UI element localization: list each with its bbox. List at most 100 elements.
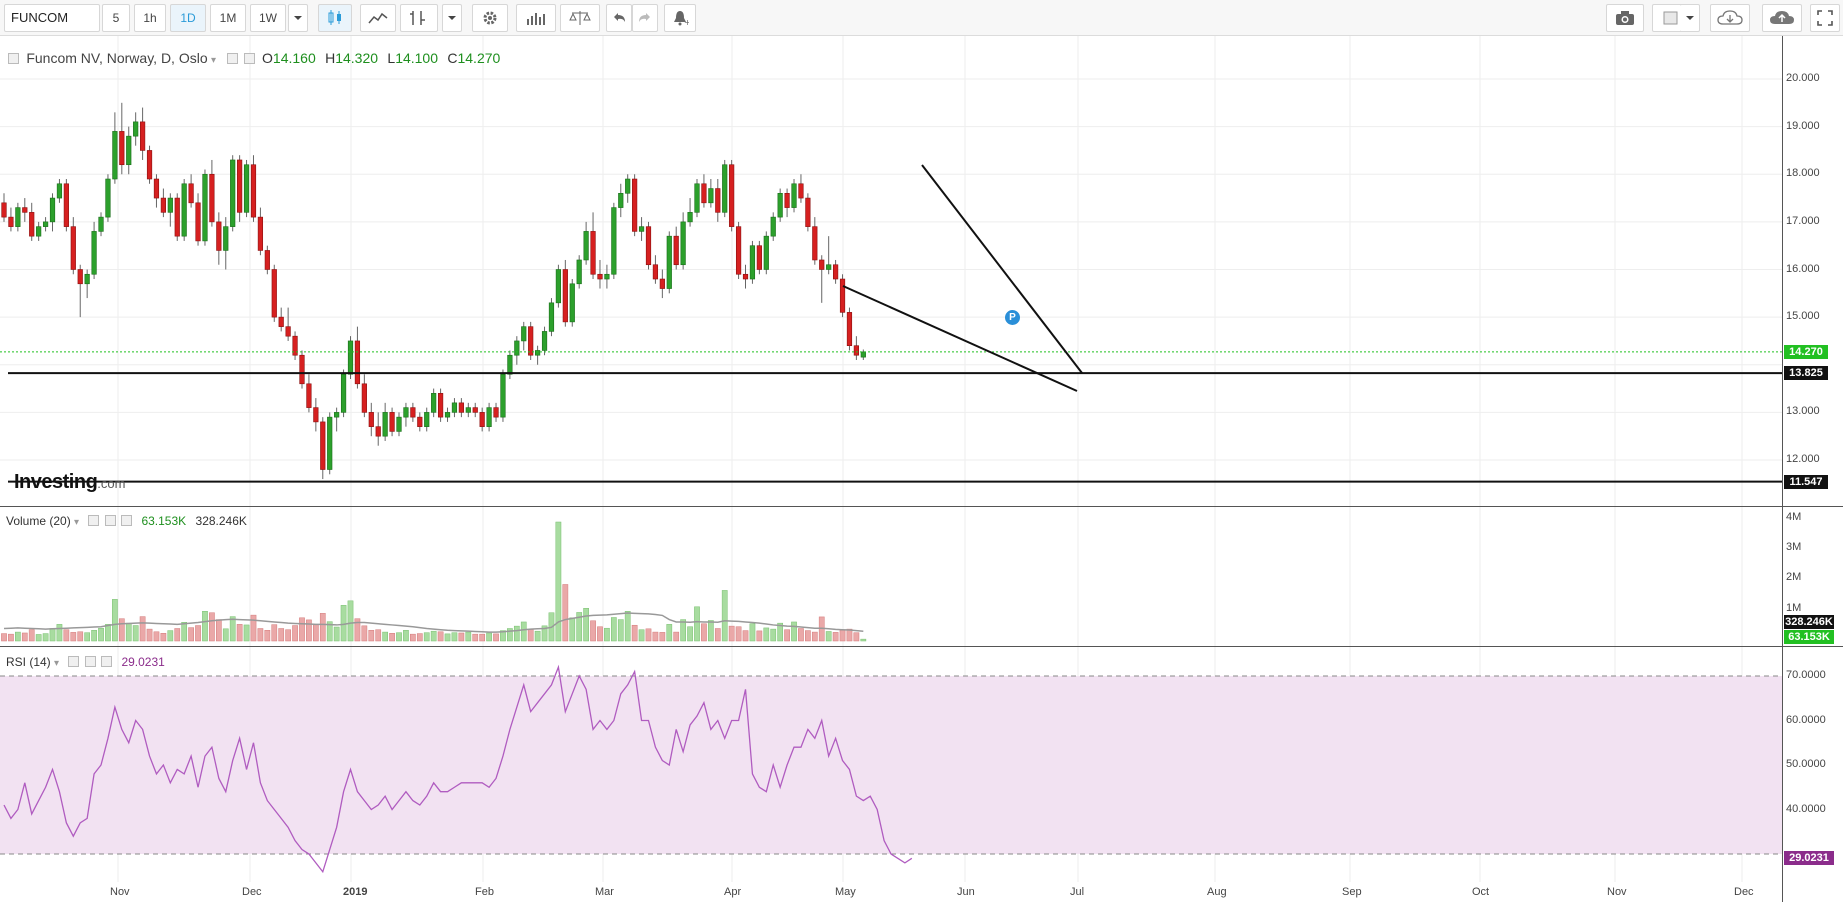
candle-body: [243, 164, 250, 213]
interval-1m-button[interactable]: 1M: [210, 4, 246, 32]
alerts-button[interactable]: +: [664, 4, 696, 32]
volume-bar: [306, 619, 312, 642]
gear-icon[interactable]: [84, 656, 96, 667]
candle-body: [112, 131, 118, 180]
candle-body: [257, 216, 264, 251]
interval-5-button[interactable]: 5: [102, 4, 130, 32]
candle-body: [271, 269, 277, 318]
volume-bar: [590, 620, 596, 642]
time-tick-label: Aug: [1207, 886, 1227, 898]
candle-body: [42, 221, 49, 227]
candle-body: [576, 259, 582, 285]
compare-symbols-button[interactable]: [560, 4, 600, 32]
time-tick-label: May: [835, 886, 856, 898]
volume-tick-label: 1M: [1786, 602, 1802, 614]
interval-1w-button[interactable]: 1W: [250, 4, 286, 32]
chevron-down-icon[interactable]: ▾: [210, 55, 216, 66]
ohlc-low: L14.100: [387, 50, 439, 66]
volume-bar: [313, 624, 319, 642]
rsi-tick-label: 50.0000: [1786, 758, 1826, 770]
interval-dropdown-button[interactable]: [288, 4, 308, 32]
candle-body: [832, 264, 839, 280]
camera-icon: [1616, 11, 1634, 25]
gear-icon[interactable]: [104, 515, 116, 526]
volume-bar: [687, 626, 693, 642]
price-tick-label: 18.000: [1786, 167, 1820, 180]
symbol-input[interactable]: FUNCOM: [4, 4, 100, 32]
volume-bar: [534, 630, 541, 642]
candle-body: [126, 135, 132, 166]
fullscreen-icon: [1817, 10, 1833, 26]
volume-bar: [368, 630, 375, 642]
fullscreen-button[interactable]: [1810, 4, 1840, 32]
volume-bar: [444, 633, 451, 642]
compare-dropdown-button[interactable]: [442, 4, 462, 32]
undo-button[interactable]: [606, 4, 632, 32]
candle-body: [777, 193, 783, 218]
gear-icon[interactable]: [243, 53, 255, 64]
load-chart-button[interactable]: [1710, 4, 1750, 32]
rsi-tag: 29.0231: [1784, 851, 1834, 866]
settings-button[interactable]: [472, 4, 508, 32]
price-axis-divider: [1782, 36, 1783, 902]
candle-body: [29, 212, 35, 237]
chevron-down-icon[interactable]: ▾: [74, 517, 80, 528]
candle-body: [292, 335, 298, 356]
volume-bar: [8, 633, 14, 642]
volume-bar: [465, 631, 472, 642]
candle-body: [396, 416, 402, 432]
candle-body: [49, 197, 56, 223]
drawings[interactable]: [8, 164, 1782, 483]
volume-bar: [181, 622, 188, 642]
interval-1d-button[interactable]: 1D: [170, 4, 206, 32]
eye-icon[interactable]: [68, 656, 80, 667]
candle-body: [791, 183, 797, 208]
redo-button[interactable]: [632, 4, 658, 32]
candle-body: [188, 183, 194, 204]
volume-ma-tag: 328.246K: [1784, 615, 1834, 629]
volume-bar: [118, 618, 125, 642]
event-marker[interactable]: P: [1005, 310, 1020, 325]
candle-body: [826, 264, 832, 270]
candle-body: [195, 202, 201, 242]
volume-bar: [215, 619, 222, 642]
candle-body: [798, 183, 804, 199]
interval-1h-button[interactable]: 1h: [134, 4, 166, 32]
eye-icon[interactable]: [88, 515, 100, 526]
candle-body: [652, 264, 659, 280]
last-price-tag: 14.270: [1784, 344, 1828, 359]
volume-bar: [70, 632, 77, 642]
chevron-down-icon[interactable]: ▾: [54, 658, 60, 669]
candles-style-button[interactable]: [318, 4, 352, 32]
candles-icon: [328, 10, 341, 25]
close-icon[interactable]: [101, 656, 113, 667]
candle-body: [8, 216, 14, 227]
chart-canvas[interactable]: [0, 36, 1843, 902]
color-dropdown-button[interactable]: [1680, 4, 1700, 32]
candle-body: [638, 226, 645, 232]
volume-bar: [42, 633, 49, 642]
volume-bar: [91, 630, 97, 642]
candle-body: [562, 269, 568, 323]
candle-body: [354, 340, 361, 385]
main-pane-divider[interactable]: [0, 506, 1843, 507]
save-chart-button[interactable]: [1762, 4, 1802, 32]
candle-body: [181, 183, 187, 237]
eye-icon[interactable]: [227, 53, 239, 64]
compare-button[interactable]: [400, 4, 438, 32]
volume-pane-divider[interactable]: [0, 646, 1843, 647]
collapse-icon[interactable]: [8, 53, 19, 64]
volume-bar: [659, 632, 666, 642]
close-icon[interactable]: [121, 515, 133, 526]
candle-body: [56, 183, 63, 199]
snapshot-button[interactable]: [1606, 4, 1644, 32]
candle-body: [63, 183, 69, 227]
volume-bar: [694, 606, 700, 642]
indicators-button[interactable]: [360, 4, 396, 32]
candle-body: [451, 402, 458, 413]
volume-bar: [63, 629, 70, 642]
studies-button[interactable]: [516, 4, 556, 32]
candle-body: [70, 226, 76, 270]
candle-body: [749, 245, 756, 280]
volume-bar: [527, 629, 534, 642]
